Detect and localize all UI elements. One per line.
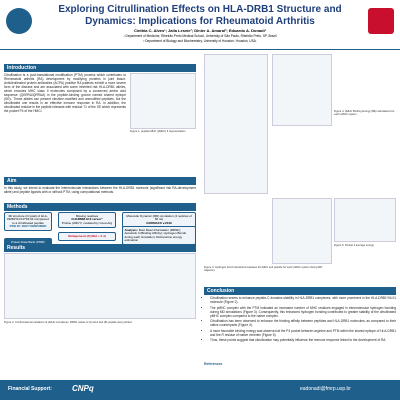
section-heading: Results <box>4 244 196 252</box>
authors: Cinthia C. Alves¹; Jaila Lesvie²; Dinler… <box>133 28 267 33</box>
financial: Financial Support: <box>8 386 52 392</box>
text: PDB ID: 4MCY/4MD5/6BIR <box>9 224 47 229</box>
bullet: A more favorable binding energy was obse… <box>210 329 396 337</box>
bullet: Citrullination seems to enhance peptide-… <box>210 296 396 304</box>
footer: Financial Support: CNPq eadonadi@fmrp.us… <box>0 380 400 400</box>
header: Exploring Citrullination Effects on HLA-… <box>0 0 400 50</box>
text: Missing residues <box>75 213 99 218</box>
method-box: 3D structure (Crystal) of HLA-DRB1*04:01… <box>4 212 52 232</box>
logo <box>6 8 32 34</box>
affiliation: ² Department of Biology and Biochemistry… <box>143 39 257 43</box>
caption: Figure 3. Hydrogen bond interactions bet… <box>204 266 323 273</box>
intro-text: Citrullination is a post-translational m… <box>4 73 126 113</box>
references-heading: References <box>204 362 223 366</box>
sponsor: CNPq <box>72 384 94 393</box>
affiliation: ¹ Department of Medicine, Ribeirão Preto… <box>123 34 277 38</box>
section-heading: Aim <box>4 177 196 185</box>
text: GROMACS v.2019 <box>146 220 172 225</box>
method-box: Analysis: Root Mean Fluctuation (RMSF); … <box>122 226 196 246</box>
title: Exploring Citrullination Effects on HLA-… <box>58 4 342 27</box>
bullet: Thus, these points suggest that citrulli… <box>210 338 396 342</box>
figure <box>4 253 196 319</box>
figure <box>204 54 268 194</box>
text: Analysis: <box>124 227 138 232</box>
conclusion: Citrullination seems to enhance peptide-… <box>204 296 396 344</box>
bullet-list: Citrullination seems to enhance peptide-… <box>204 296 396 342</box>
figure <box>272 198 332 264</box>
section-heading: Introduction <box>4 64 196 72</box>
text: Molecular Dynamic (MD) simulation (4 rep… <box>126 213 192 222</box>
text: 3D structure (Crystal) of HLA-DRB1*04:01… <box>7 213 49 225</box>
caption: Figure 2. Conformational variations of p… <box>4 321 133 324</box>
aim-text: In this study, we intend to evaluate the… <box>4 186 196 194</box>
bullet: Citrullination has been observed to enha… <box>210 319 396 327</box>
section-heading: Methods <box>4 203 196 211</box>
logo <box>368 8 394 34</box>
bullet: The pMHC complex with the PTM indicated … <box>210 306 396 318</box>
text: CHARMM-GUI server⁴ <box>71 217 103 222</box>
text: Proline (4MCY) modeled by Coot+Arg <box>61 220 113 225</box>
text: Root Mean Fluctuation (RMSF); Autodock 4… <box>124 227 186 243</box>
caption: Figure 5. Pocket 4 average energy. <box>334 244 375 247</box>
caption: Figure 4. pMHC Binding Energy (BE) calcu… <box>334 110 395 117</box>
figure <box>272 54 332 126</box>
email: eadonadi@fmrp.usp.br <box>300 386 351 392</box>
section-heading: Conclusion <box>204 287 396 295</box>
figure <box>334 198 396 242</box>
method-box: Mutagenesis (PyMol + 2.4) <box>58 232 116 241</box>
figure <box>130 73 196 129</box>
method-box: Missing residues CHARMM-GUI server⁴ Prolin… <box>58 212 116 228</box>
caption: Figure 1. peptide-MHC (pMHC) II represen… <box>130 130 186 133</box>
